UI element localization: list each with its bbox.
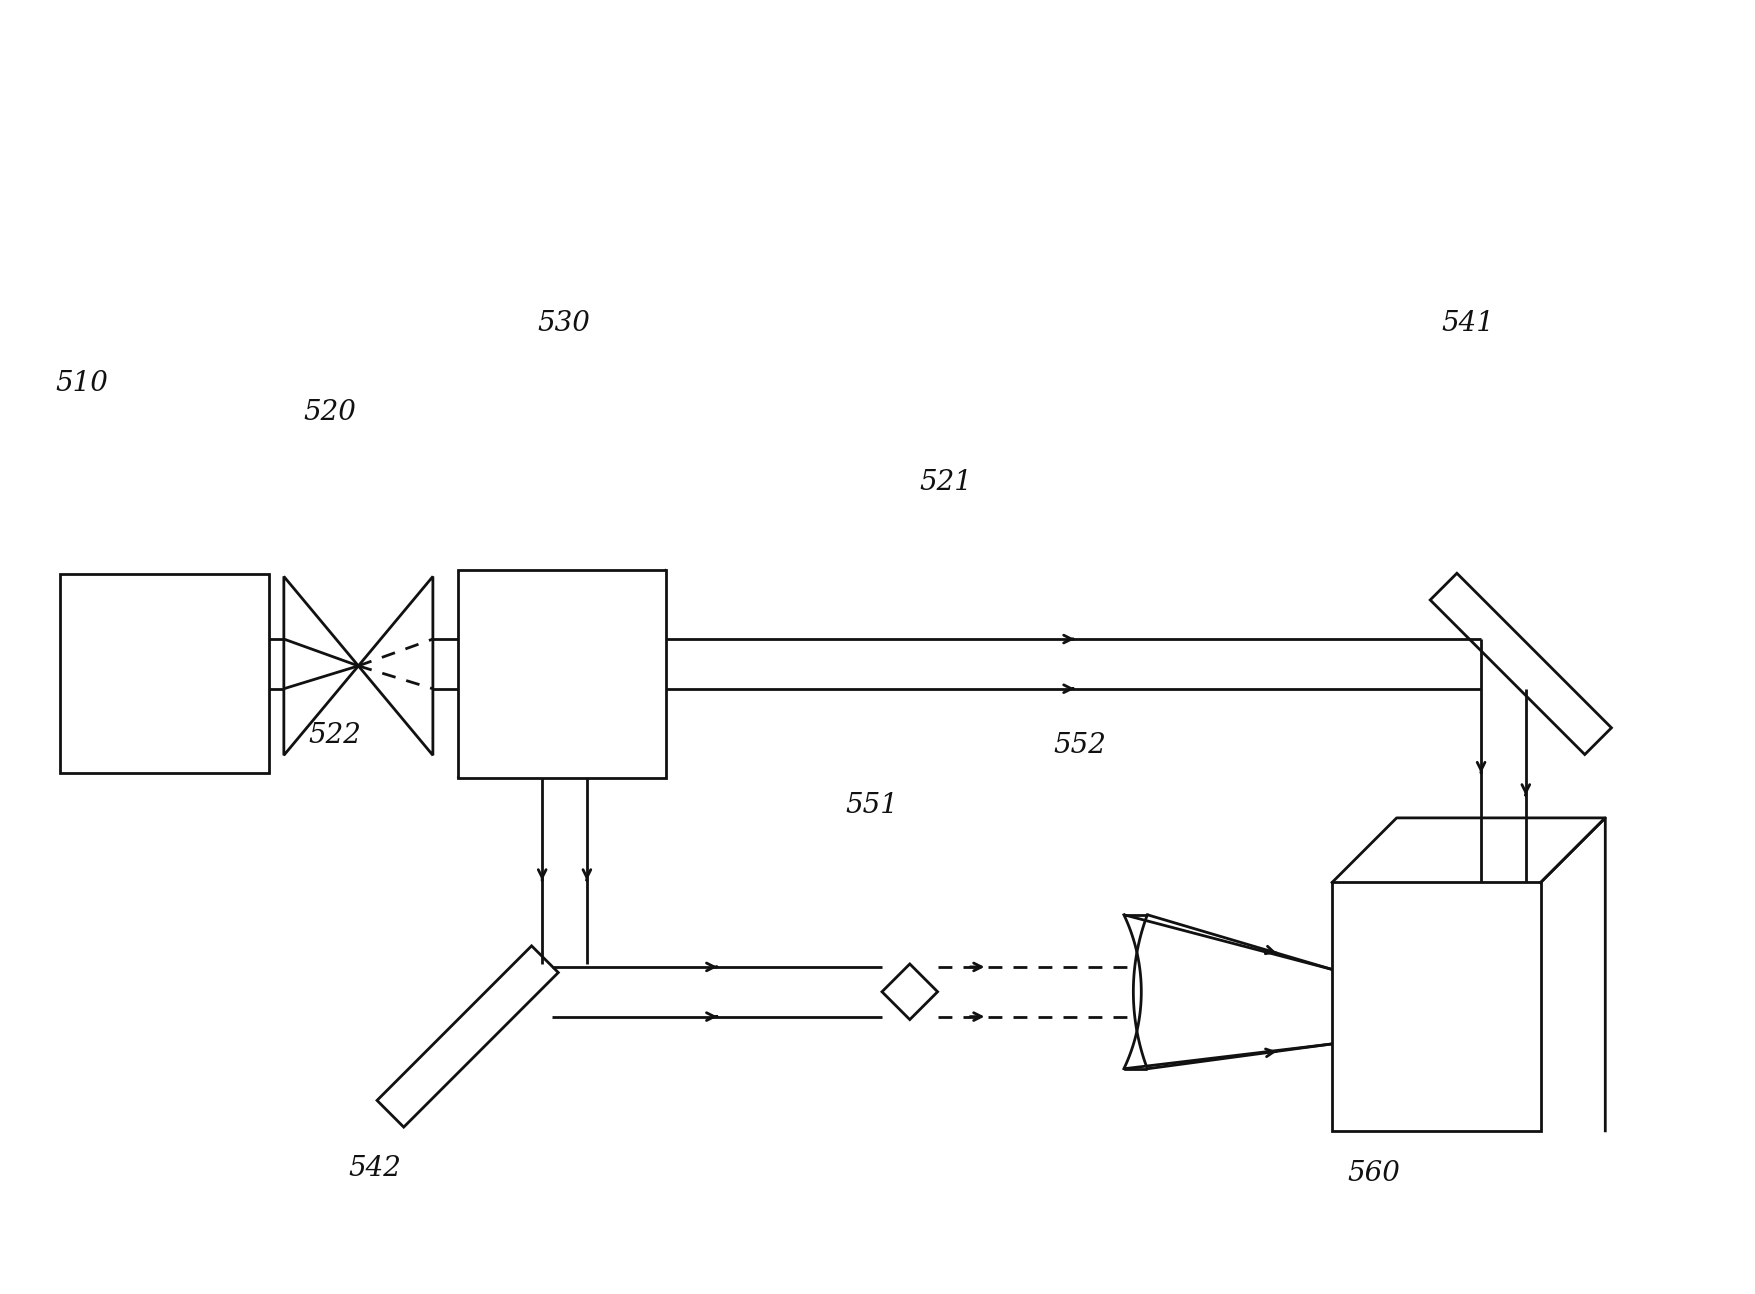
Text: 542: 542 xyxy=(347,1154,402,1181)
Text: 530: 530 xyxy=(537,311,590,336)
Bar xyxy=(458,569,665,778)
Bar xyxy=(60,575,269,774)
Bar xyxy=(1332,883,1539,1131)
Text: 560: 560 xyxy=(1346,1159,1399,1187)
Text: 552: 552 xyxy=(1053,732,1106,760)
Text: 520: 520 xyxy=(304,400,356,427)
Text: 541: 541 xyxy=(1441,311,1494,336)
Text: 510: 510 xyxy=(56,370,109,397)
Text: 521: 521 xyxy=(920,468,972,496)
Text: 551: 551 xyxy=(844,792,897,819)
Text: 522: 522 xyxy=(309,722,362,749)
